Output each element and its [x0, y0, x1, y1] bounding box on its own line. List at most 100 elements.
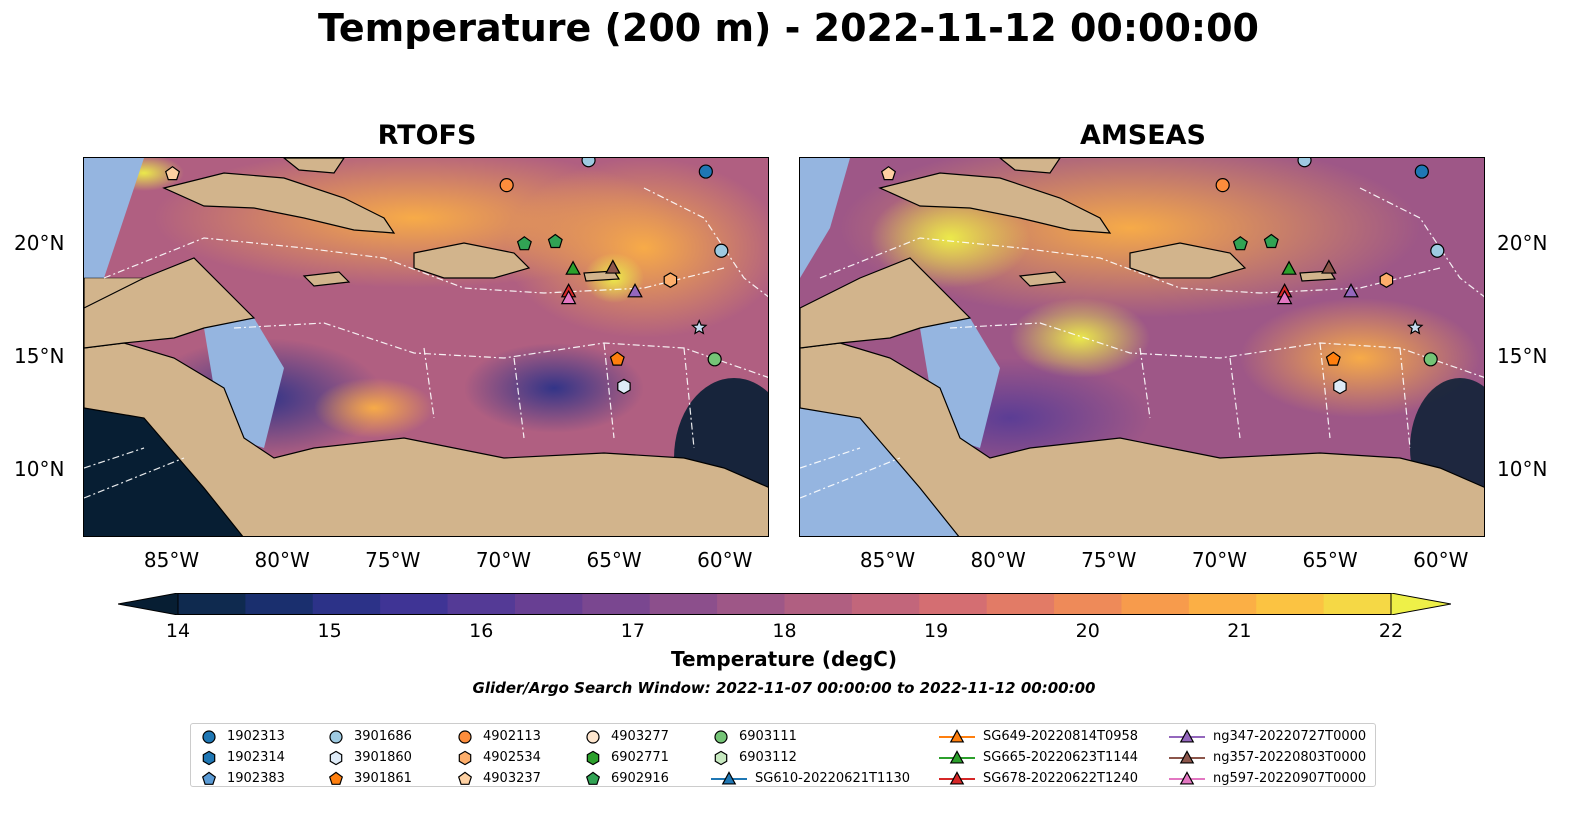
legend-label: 4902534 — [483, 749, 541, 765]
colorbar-tick-label: 20 — [1075, 620, 1100, 642]
colorbar-segment — [784, 593, 853, 615]
map-marker-1-5 — [1232, 236, 1248, 251]
map-marker-1-16 — [1406, 318, 1424, 335]
map-marker-1-0 — [880, 165, 897, 181]
legend-label: 6903111 — [739, 728, 797, 744]
map-marker-1-11 — [1343, 283, 1359, 298]
legend-marker-icon — [711, 771, 747, 785]
map-marker-0-12 — [663, 272, 678, 288]
colorbar-segment — [1256, 593, 1325, 615]
legend-item: 4903277 — [583, 726, 669, 746]
legend-label: 1902314 — [227, 749, 285, 765]
map-marker-1-1 — [1215, 178, 1230, 193]
map-marker-0-8 — [605, 259, 621, 274]
legend-marker — [714, 750, 728, 766]
lon-tick-label: 80°W — [970, 548, 1026, 572]
map-marker-0-1 — [499, 178, 514, 193]
map-marker-0-2 — [698, 164, 713, 179]
legend-marker-icon — [202, 750, 216, 766]
legend-marker — [202, 730, 216, 744]
legend: 1902313 1902314 1902383 3901686 3901860 39018… — [190, 723, 1376, 787]
colorbar-max-extension — [1390, 592, 1452, 616]
legend-marker — [328, 771, 344, 785]
legend-label: 6902916 — [611, 770, 669, 786]
legend-item: ng347-20220727T0000 — [1169, 726, 1366, 746]
colorbar — [117, 592, 1452, 616]
lon-tick-label: 60°W — [1413, 548, 1469, 572]
colorbar-segment — [1323, 593, 1392, 615]
legend-marker-icon — [939, 750, 975, 764]
legend-marker-icon — [939, 771, 975, 785]
map-marker-0-10 — [560, 289, 577, 305]
colorbar-segment — [986, 593, 1055, 615]
lat-tick-label-left: 10°N — [14, 457, 65, 482]
legend-marker — [949, 771, 965, 785]
lon-tick-label: 65°W — [1302, 548, 1358, 572]
legend-marker-icon — [714, 730, 728, 744]
legend-item: ng357-20220803T0000 — [1169, 747, 1366, 767]
map-marker-0-13 — [609, 351, 625, 366]
legend-label: ng597-20220907T0000 — [1213, 770, 1367, 786]
legend-label: 3901686 — [354, 728, 412, 744]
map-marker-1-12 — [1379, 272, 1394, 288]
colorbar-segment — [919, 593, 988, 615]
colorbar-tick-label: 15 — [317, 620, 342, 642]
legend-label: 4903237 — [483, 770, 541, 786]
legend-marker — [457, 771, 473, 785]
legend-label: SG678-20220622T1240 — [983, 770, 1139, 786]
map-marker-1-7 — [1281, 260, 1297, 275]
colorbar-segment — [514, 593, 583, 615]
legend-item: 4902113 — [455, 726, 541, 746]
lon-tick-label: 70°W — [475, 548, 532, 572]
colorbar-segment — [582, 593, 651, 615]
legend-item: 6902771 — [583, 747, 669, 767]
colorbar-segment — [380, 593, 449, 615]
colorbar-min-extension — [117, 592, 179, 616]
map-marker-0-0 — [164, 165, 181, 181]
map-marker-1-8 — [1321, 259, 1337, 274]
legend-item: 1902314 — [199, 747, 285, 767]
legend-label: 4902113 — [483, 728, 541, 744]
colorbar-tick-label: 22 — [1378, 620, 1404, 642]
lon-tick-label: 80°W — [254, 548, 310, 572]
map-marker-1-2 — [1414, 164, 1429, 179]
colorbar-tick-label: 21 — [1227, 620, 1252, 642]
lat-tick-label-right: 10°N — [1497, 457, 1548, 482]
legend-marker-icon — [328, 771, 344, 785]
legend-marker — [949, 750, 965, 764]
map-marker-1-14 — [1423, 352, 1438, 367]
search-window-text: Glider/Argo Search Window: 2022-11-07 00… — [472, 679, 1096, 697]
lon-tick-label: 65°W — [586, 548, 642, 572]
legend-label: 6902771 — [611, 749, 669, 765]
legend-marker-icon — [1169, 771, 1205, 785]
map-marker-1-13 — [1325, 351, 1341, 366]
colorbar-segment — [717, 593, 785, 615]
legend-marker — [586, 730, 600, 744]
colorbar-segment — [1121, 593, 1190, 615]
legend-marker — [721, 771, 737, 785]
lon-tick-label: 75°W — [365, 548, 421, 572]
legend-marker-icon — [202, 730, 216, 744]
legend-marker-icon — [458, 750, 472, 766]
colorbar-tick-label: 14 — [165, 620, 191, 642]
figure-title: Temperature (200 m) - 2022-11-12 00:00:0… — [317, 6, 1259, 50]
legend-marker-icon — [586, 750, 600, 766]
map-marker-1-3 — [1297, 158, 1312, 168]
legend-marker — [586, 750, 600, 766]
map-panel-rtofs[interactable] — [83, 157, 769, 537]
lat-tick-label-right: 20°N — [1497, 230, 1548, 255]
map-marker-0-16 — [690, 318, 708, 335]
legend-marker-icon — [1169, 750, 1205, 764]
legend-item: 1902383 — [199, 768, 285, 788]
colorbar-tick-label: 19 — [924, 620, 949, 642]
map-panel-amseas[interactable] — [799, 157, 1485, 537]
legend-item: 3901686 — [326, 726, 412, 746]
legend-label: 3901860 — [354, 749, 412, 765]
legend-item: 6903111 — [711, 726, 797, 746]
map-marker-0-11 — [627, 283, 643, 298]
panel-title-amseas: AMSEAS — [1080, 120, 1206, 151]
colorbar-segment — [1054, 593, 1122, 615]
legend-item: 6903112 — [711, 747, 797, 767]
legend-item: 3901861 — [326, 768, 412, 788]
legend-label: 3901861 — [354, 770, 412, 786]
